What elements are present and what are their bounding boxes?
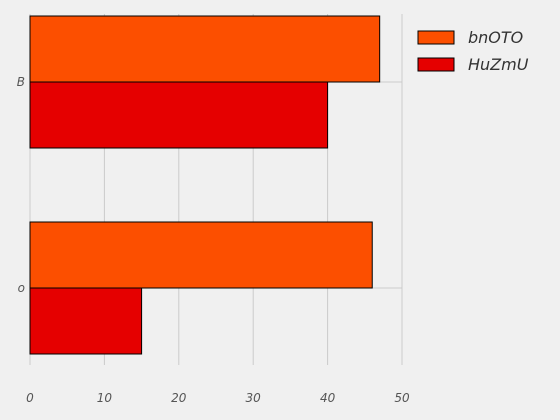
bar-HuZmU-B [29, 81, 329, 149]
x-tick-label: 20 [171, 391, 187, 405]
x-tick-label: 10 [97, 391, 113, 405]
legend: bnOTO HuZmU [417, 28, 529, 74]
y-tick-label: B [17, 75, 25, 89]
legend-label: bnOTO [468, 28, 523, 47]
bar-HuZmU-o [29, 287, 143, 355]
x-tick-labels: 0 10 20 30 40 50 [26, 391, 410, 405]
x-tick-label: 50 [394, 391, 410, 405]
y-tick-label: o [18, 281, 25, 295]
bar-bnOTO-B [29, 15, 381, 83]
bars [29, 15, 381, 355]
legend-swatch [417, 30, 455, 45]
x-tick-label: 30 [246, 391, 262, 405]
legend-label: HuZmU [468, 55, 529, 74]
y-tick-labels: oB [17, 75, 25, 295]
x-tick-label: 40 [320, 391, 336, 405]
bar-bnOTO-o [29, 221, 373, 289]
legend-swatch [417, 57, 455, 72]
x-tick-label: 0 [26, 391, 34, 405]
